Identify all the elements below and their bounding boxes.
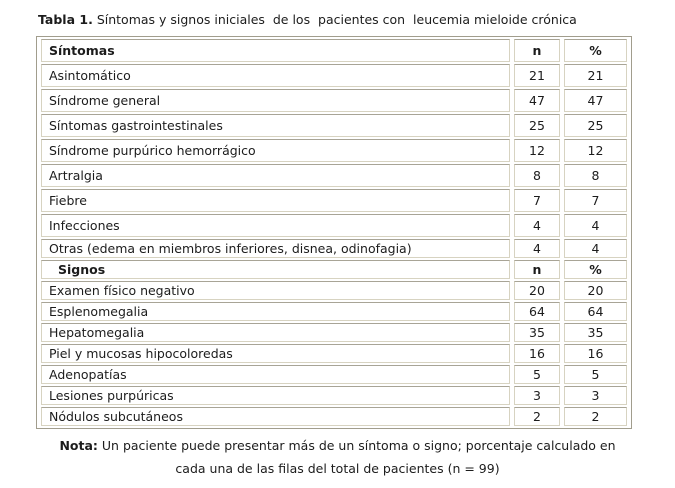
sign-label: Piel y mucosas hipocoloredas (41, 344, 510, 363)
sign-pct: 35 (564, 323, 627, 342)
symptom-label: Fiebre (41, 189, 510, 212)
symptom-n: 47 (514, 89, 560, 112)
sign-pct: 5 (564, 365, 627, 384)
symptom-n: 12 (514, 139, 560, 162)
table-row: Piel y mucosas hipocoloredas 16 16 (41, 344, 627, 363)
table-row: Examen físico negativo 20 20 (41, 281, 627, 300)
sign-n: 35 (514, 323, 560, 342)
table-row: Infecciones 4 4 (41, 214, 627, 237)
sign-pct: 2 (564, 407, 627, 426)
symptom-n: 21 (514, 64, 560, 87)
symptom-n: 4 (514, 239, 560, 258)
sign-label: Hepatomegalia (41, 323, 510, 342)
column-header-pct: % (564, 260, 627, 279)
table-row: Lesiones purpúricas 3 3 (41, 386, 627, 405)
caption-text: Síntomas y signos iniciales de los pacie… (96, 12, 577, 27)
sign-n: 64 (514, 302, 560, 321)
table-row: Asintomático 21 21 (41, 64, 627, 87)
sign-pct: 3 (564, 386, 627, 405)
table-row: Esplenomegalia 64 64 (41, 302, 627, 321)
column-header-pct: % (564, 39, 627, 62)
symptom-pct: 8 (564, 164, 627, 187)
symptom-n: 7 (514, 189, 560, 212)
symptom-label: Asintomático (41, 64, 510, 87)
sign-n: 20 (514, 281, 560, 300)
column-header-n: n (514, 260, 560, 279)
table-note: Nota: Un paciente puede presentar más de… (0, 434, 675, 480)
symptoms-header-row: Síntomas n % (41, 39, 627, 62)
symptom-label: Infecciones (41, 214, 510, 237)
symptom-pct: 7 (564, 189, 627, 212)
column-header-symptoms: Síntomas (41, 39, 510, 62)
sign-pct: 20 (564, 281, 627, 300)
note-line-1: Nota: Un paciente puede presentar más de… (0, 434, 675, 457)
table-row: Adenopatías 5 5 (41, 365, 627, 384)
symptom-n: 25 (514, 114, 560, 137)
note-label: Nota: (59, 438, 98, 453)
sign-label: Nódulos subcutáneos (41, 407, 510, 426)
sign-label: Lesiones purpúricas (41, 386, 510, 405)
sign-label: Adenopatías (41, 365, 510, 384)
table-row: Síndrome general 47 47 (41, 89, 627, 112)
sign-pct: 16 (564, 344, 627, 363)
table-row: Fiebre 7 7 (41, 189, 627, 212)
sign-n: 16 (514, 344, 560, 363)
sign-label: Examen físico negativo (41, 281, 510, 300)
sign-pct: 64 (564, 302, 627, 321)
symptom-label: Síntomas gastrointestinales (41, 114, 510, 137)
column-header-signs: Signos (41, 260, 510, 279)
table-row: Otras (edema en miembros inferiores, dis… (41, 239, 627, 258)
note-text-1: Un paciente puede presentar más de un sí… (101, 438, 616, 453)
sign-n: 5 (514, 365, 560, 384)
table-row: Síndrome purpúrico hemorrágico 12 12 (41, 139, 627, 162)
table-row: Nódulos subcutáneos 2 2 (41, 407, 627, 426)
symptom-label: Otras (edema en miembros inferiores, dis… (41, 239, 510, 258)
symptom-pct: 4 (564, 214, 627, 237)
symptom-label: Síndrome general (41, 89, 510, 112)
symptom-pct: 21 (564, 64, 627, 87)
table-row: Hepatomegalia 35 35 (41, 323, 627, 342)
sign-n: 3 (514, 386, 560, 405)
sign-n: 2 (514, 407, 560, 426)
symptom-label: Artralgia (41, 164, 510, 187)
note-line-2: cada una de las filas del total de pacie… (175, 461, 500, 476)
symptom-pct: 4 (564, 239, 627, 258)
column-header-n: n (514, 39, 560, 62)
signs-header-row: Signos n % (41, 260, 627, 279)
sign-label: Esplenomegalia (41, 302, 510, 321)
symptoms-signs-table: Síntomas n % Asintomático 21 21 Síndrome… (36, 36, 632, 429)
symptom-pct: 25 (564, 114, 627, 137)
table-caption: Tabla 1. Síntomas y signos iniciales de … (38, 12, 675, 28)
caption-number: Tabla 1. (38, 12, 93, 27)
table-row: Síntomas gastrointestinales 25 25 (41, 114, 627, 137)
symptom-pct: 12 (564, 139, 627, 162)
table-row: Artralgia 8 8 (41, 164, 627, 187)
symptom-n: 8 (514, 164, 560, 187)
symptom-n: 4 (514, 214, 560, 237)
symptom-label: Síndrome purpúrico hemorrágico (41, 139, 510, 162)
symptom-pct: 47 (564, 89, 627, 112)
